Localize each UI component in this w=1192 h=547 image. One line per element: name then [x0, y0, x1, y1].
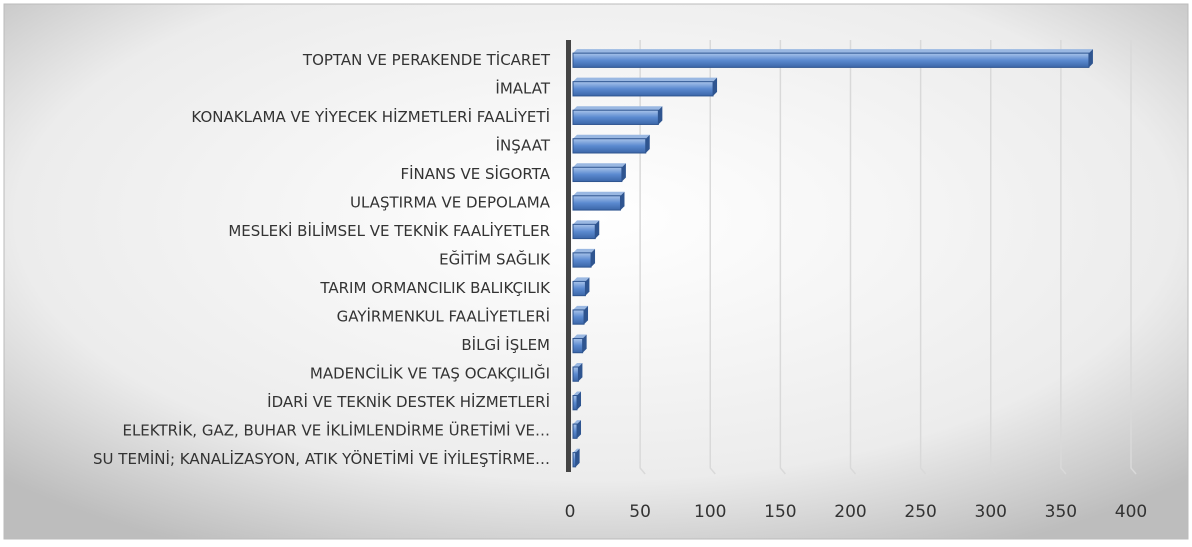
- bar-face: [573, 248, 596, 253]
- bar: [572, 106, 663, 125]
- y-tick-label: TOPTAN VE PERAKENDE TİCARET: [302, 50, 551, 69]
- x-tick-label: 250: [904, 502, 936, 522]
- bar-face: [572, 423, 578, 439]
- bar: [572, 220, 600, 240]
- y-tick-label: GAYİRMENKUL FAALİYETLERİ: [337, 307, 550, 326]
- bar: [572, 334, 587, 354]
- bar: [572, 363, 583, 382]
- bar-face: [572, 81, 714, 97]
- bar: [572, 77, 718, 97]
- bar: [572, 420, 582, 439]
- bar: [572, 277, 590, 297]
- bar-face: [572, 195, 621, 211]
- axis-wall: [566, 40, 571, 472]
- x-tick-label: 50: [629, 502, 651, 522]
- x-tick-label: 400: [1115, 502, 1147, 522]
- bar-face: [572, 280, 586, 297]
- grid-line: [990, 40, 997, 475]
- bar-face: [572, 252, 592, 268]
- bar-face: [621, 163, 626, 182]
- y-tick-label: MESLEKİ BİLİMSEL VE TEKNİK FAALİYETLER: [228, 221, 550, 240]
- grid-line: [1060, 40, 1067, 475]
- bar-face: [573, 191, 625, 196]
- bar-face: [595, 220, 600, 239]
- y-tick-label: İMALAT: [495, 78, 550, 97]
- bar: [572, 305, 589, 325]
- bar-face: [572, 366, 579, 382]
- bar-face: [573, 106, 663, 111]
- bar: [572, 191, 625, 211]
- bar-face: [713, 77, 718, 96]
- y-tick-label: İDARİ VE TEKNİK DESTEK HİZMETLERİ: [267, 392, 550, 411]
- bar-face: [572, 223, 596, 240]
- y-tick-label: MADENCİLİK VE TAŞ OCAKÇILIĞI: [310, 364, 550, 383]
- y-tick-label: ELEKTRİK, GAZ, BUHAR VE İKLİMLENDİRME ÜR…: [122, 421, 550, 440]
- x-tick-label: 100: [694, 502, 726, 522]
- grid-line: [779, 40, 786, 475]
- y-tick-label: EĞİTİM SAĞLIK: [439, 250, 551, 269]
- bar-face: [573, 163, 626, 168]
- x-tick-label: 0: [565, 502, 576, 522]
- x-tick-label: 350: [1045, 502, 1077, 522]
- y-tick-label: FİNANS VE SİGORTA: [400, 164, 550, 183]
- x-tick-label: 300: [975, 502, 1007, 522]
- bar-face: [573, 77, 718, 82]
- bar: [572, 248, 596, 268]
- bar-face: [573, 420, 582, 425]
- bar-face: [573, 277, 590, 282]
- bar-face: [582, 334, 587, 353]
- bar-face: [573, 49, 1093, 54]
- bar-face: [572, 109, 659, 125]
- bar: [572, 163, 626, 183]
- x-tick-label: 200: [834, 502, 866, 522]
- bar: [572, 448, 580, 468]
- x-tick-label: 150: [764, 502, 796, 522]
- bar-face: [575, 448, 580, 467]
- bar-face: [578, 363, 583, 382]
- bar-face: [572, 452, 577, 468]
- grid-line: [849, 40, 857, 475]
- y-tick-label: BİLGİ İŞLEM: [461, 335, 550, 354]
- bar-face: [573, 305, 589, 310]
- bar-face: [577, 420, 582, 439]
- bar-face: [572, 395, 578, 411]
- bar-face: [658, 106, 663, 125]
- bar: [572, 391, 582, 411]
- bar-face: [645, 134, 650, 153]
- bar-face: [573, 363, 583, 367]
- bar-face: [620, 191, 625, 211]
- grid-line: [639, 40, 646, 475]
- bar: [572, 134, 650, 154]
- y-tick-label: TARIM ORMANCILIK BALIKÇILIK: [319, 279, 551, 297]
- grid-line: [709, 40, 716, 475]
- grid-line: [1130, 40, 1137, 475]
- bar-face: [572, 166, 623, 183]
- bar-face: [1088, 49, 1093, 68]
- bar-face: [585, 277, 590, 296]
- grid-line: [919, 40, 927, 475]
- bar-face: [572, 52, 1090, 68]
- y-tick-label: ULAŞTIRMA VE DEPOLAMA: [350, 193, 551, 211]
- bar-face: [577, 391, 582, 410]
- bar-face: [573, 220, 600, 225]
- bar-face: [591, 248, 596, 268]
- bar-face: [572, 309, 585, 325]
- bar-face: [572, 138, 647, 154]
- y-tick-label: SU TEMİNİ; KANALİZASYON, ATIK YÖNETİMİ V…: [93, 449, 550, 468]
- y-tick-label: KONAKLAMA VE YİYECEK HİZMETLERİ FAALİYET…: [191, 107, 550, 126]
- bar-face: [584, 305, 589, 325]
- bar-face: [573, 391, 582, 396]
- bar: [572, 49, 1093, 68]
- bar-face: [572, 337, 584, 354]
- bar-face: [573, 334, 587, 339]
- y-tick-label: İNŞAAT: [496, 135, 551, 154]
- bar-face: [573, 448, 580, 453]
- bar-face: [573, 134, 650, 139]
